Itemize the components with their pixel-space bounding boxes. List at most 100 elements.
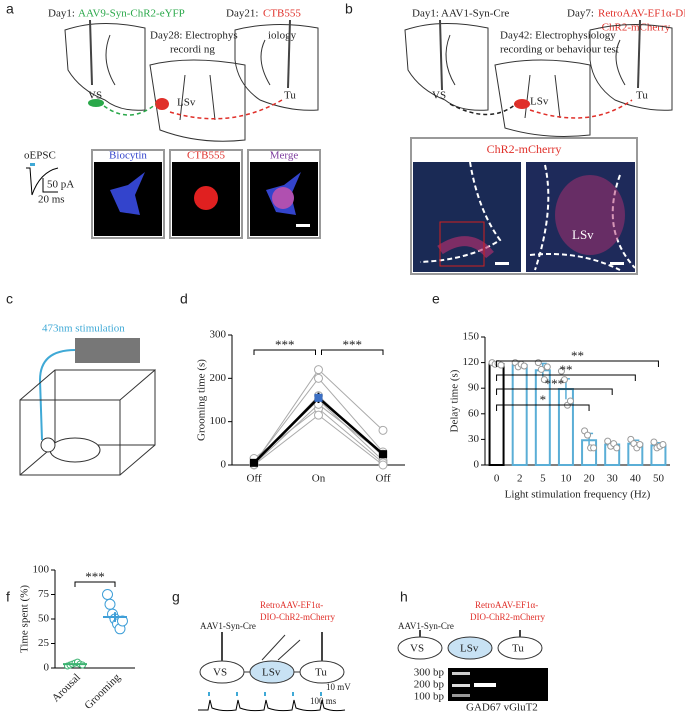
stim-label: 473nm stimulation: [42, 323, 125, 335]
brain-sections: [404, 19, 673, 137]
trace: [198, 699, 346, 712]
ladder-label: 300 bp: [414, 667, 445, 679]
x-tick-label: 40: [630, 473, 642, 485]
region-label: VS: [88, 90, 102, 102]
x-tick-label: Grooming: [82, 671, 123, 712]
region-label: VS: [432, 90, 446, 102]
lane-label: GAD67 vGluT2: [466, 702, 538, 714]
day-label: Day1:: [48, 8, 75, 20]
bar: [511, 364, 528, 466]
subject-point: [378, 460, 388, 470]
mean-point: [250, 458, 258, 467]
x-tick-label: 30: [607, 473, 619, 485]
x-tick-label: 10: [560, 473, 572, 485]
stain-label: Biocytin: [109, 150, 147, 162]
y-tick-label: 300: [210, 329, 227, 341]
ladder-label: 100 bp: [414, 691, 445, 703]
virus-label: DIO-ChR2-mCherry: [260, 612, 335, 622]
data-point: [650, 438, 658, 446]
x-tick-label: 0: [494, 473, 500, 485]
data-point: [102, 589, 113, 600]
subject-point: [314, 410, 323, 420]
y-axis-label: Time spent (%): [19, 585, 31, 653]
sig-label: ***: [343, 337, 363, 352]
data-point: [613, 444, 621, 452]
mean-point: [379, 450, 387, 459]
sig-bracket: [253, 349, 316, 355]
subject-line: [253, 414, 384, 466]
x-tick-label: 5: [540, 473, 546, 485]
stain-label: CTB555: [187, 150, 225, 162]
tracer-label: CTB555: [263, 8, 301, 20]
region-label: Tu: [284, 90, 296, 102]
subject-point: [378, 425, 388, 435]
y-axis-label: Delay time (s): [449, 369, 461, 432]
scale-label: 50 pA: [47, 179, 74, 191]
virus-label: AAV9-Syn-ChR2-eYFP: [78, 8, 185, 20]
x-tick-label: Arousal: [50, 671, 83, 704]
data-point: [497, 361, 505, 369]
sig-bracket: [496, 374, 636, 381]
region-label: VS: [410, 643, 424, 655]
scale-label: 20 ms: [38, 194, 65, 206]
y-tick-label: 25: [38, 637, 50, 649]
circuit: [199, 632, 345, 684]
sig-label: **: [559, 362, 572, 377]
y-tick-label: 60: [468, 407, 480, 419]
y-tick-label: 200: [210, 372, 227, 384]
y-tick-label: 150: [463, 331, 480, 343]
y-tick-label: 90: [468, 382, 480, 394]
scale-label: 10 mV: [326, 682, 351, 692]
virus-label: RetroAAV-EF1α-DIO: [598, 8, 685, 20]
day-label: Day42: Electrophysiology: [500, 30, 616, 42]
data-point: [636, 441, 644, 449]
virus-label: DIO-ChR2-mCherry: [470, 612, 545, 622]
day-label: iology: [268, 30, 297, 42]
region-label: Tu: [512, 643, 524, 655]
sig-label: ***: [545, 376, 565, 391]
panel-label: e: [432, 291, 440, 307]
day-label: Day7:: [567, 8, 594, 20]
virus-label: -ChR2-mCherry: [598, 22, 671, 34]
region-label: LSv: [177, 97, 196, 109]
panel-label: d: [180, 291, 188, 307]
day-label: recordi ng: [170, 44, 215, 56]
day-label: Day21:: [226, 8, 258, 20]
day-label: recording or behaviour test: [500, 44, 619, 56]
sig-bracket: [321, 349, 384, 355]
data-point: [540, 376, 548, 384]
image-label: LSv: [572, 227, 594, 242]
trace: [26, 167, 59, 196]
image-title: ChR2-mCherry: [487, 142, 562, 156]
data-point: [537, 365, 545, 373]
x-tick-label: On: [312, 473, 326, 485]
subject-point: [314, 373, 323, 383]
virus-label: RetroAAV-EF1α-: [260, 600, 323, 610]
stim-mark: [30, 163, 35, 166]
micrograph: [410, 137, 638, 275]
setup: [19, 338, 156, 476]
y-tick-label: 50: [38, 613, 50, 625]
subject-point: [314, 365, 323, 375]
x-tick-label: 50: [653, 473, 665, 485]
virus-label: AAV1-Syn-Cre: [200, 621, 256, 631]
y-tick-label: 0: [474, 459, 480, 471]
y-tick-label: 30: [468, 433, 480, 445]
x-axis-label: Light stimulation frequency (Hz): [505, 489, 651, 501]
day-label: Day28: Electrophys: [150, 30, 238, 42]
sig-label: *: [540, 392, 547, 407]
data-point: [560, 376, 568, 384]
x-tick-label: 2: [517, 473, 523, 485]
circuit: [397, 630, 548, 701]
data-point: [584, 431, 592, 439]
y-tick-label: 75: [38, 588, 50, 600]
day-label: Day1: AAV1-Syn-Cre: [412, 8, 509, 20]
sig-bracket: [496, 404, 590, 411]
y-tick-label: 120: [463, 356, 480, 368]
x-tick-label: Off: [246, 473, 261, 485]
y-axis-label: Grooming time (s): [196, 359, 208, 441]
sig-bracket: [496, 388, 613, 395]
panel-label: a: [6, 1, 14, 17]
sig-bracket: [74, 581, 116, 587]
data-point: [590, 444, 598, 452]
